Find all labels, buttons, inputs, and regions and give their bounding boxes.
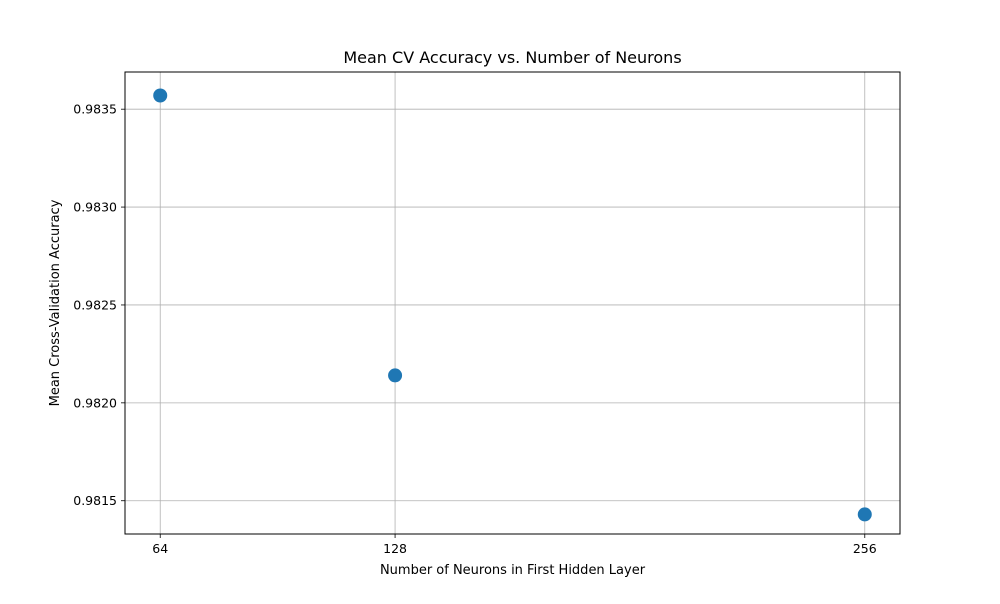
- x-tick-label: 128: [383, 541, 407, 556]
- data-point: [388, 368, 403, 383]
- chart-title: Mean CV Accuracy vs. Number of Neurons: [343, 48, 681, 67]
- data-point: [153, 88, 168, 103]
- x-axis-label: Number of Neurons in First Hidden Layer: [380, 563, 646, 578]
- y-tick-label: 0.9825: [73, 297, 117, 312]
- grid-lines: [125, 72, 900, 534]
- data-points: [153, 88, 872, 522]
- y-tick-label: 0.9820: [73, 395, 117, 410]
- y-tick-label: 0.9835: [73, 102, 117, 117]
- x-tick-label: 64: [152, 541, 168, 556]
- axis-ticks: 64 128 256 0.9815 0.9820 0.9825 0.9830 0.9835: [73, 102, 876, 556]
- x-tick-label: 256: [853, 541, 877, 556]
- y-axis-label: Mean Cross-Validation Accuracy: [48, 199, 63, 406]
- y-tick-label: 0.9830: [73, 200, 117, 215]
- y-tick-label: 0.9815: [73, 493, 117, 508]
- data-point: [857, 507, 872, 522]
- plot-frame: [124, 71, 901, 535]
